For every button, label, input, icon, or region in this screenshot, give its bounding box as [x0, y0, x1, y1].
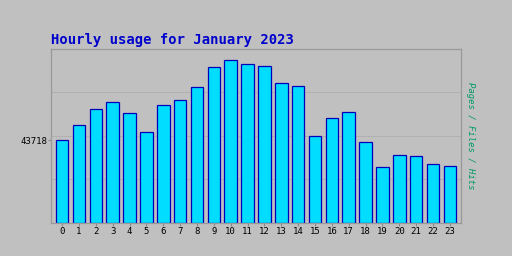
Bar [241, 64, 254, 223]
Bar [207, 67, 220, 223]
Bar [426, 164, 439, 223]
Bar [140, 132, 153, 223]
Bar [359, 143, 372, 223]
Bar [393, 155, 406, 223]
Bar [443, 166, 456, 223]
Bar [343, 112, 355, 223]
Bar [190, 87, 203, 223]
Bar [90, 109, 102, 223]
Bar [376, 167, 389, 223]
Bar [106, 102, 119, 223]
Bar [275, 83, 288, 223]
Bar [410, 156, 422, 223]
Bar [56, 140, 69, 223]
Bar [224, 60, 237, 223]
Bar [309, 136, 322, 223]
Bar [73, 125, 86, 223]
Bar [174, 100, 186, 223]
Bar [123, 113, 136, 223]
Bar [326, 118, 338, 223]
Bar [292, 87, 305, 223]
Bar [157, 105, 169, 223]
Text: Hourly usage for January 2023: Hourly usage for January 2023 [51, 34, 294, 47]
Y-axis label: Pages / Files / Hits: Pages / Files / Hits [466, 82, 475, 189]
Bar [258, 66, 271, 223]
